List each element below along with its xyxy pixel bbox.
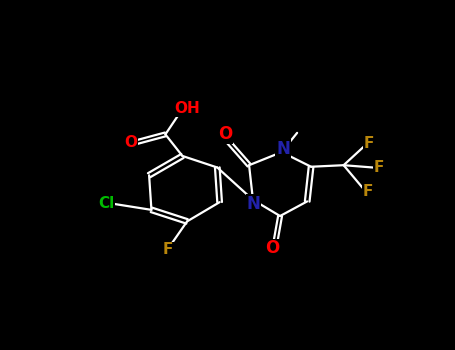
Text: N: N <box>276 140 290 158</box>
Text: O: O <box>265 239 279 257</box>
Text: Cl: Cl <box>98 196 115 211</box>
Text: F: F <box>364 136 374 151</box>
Text: F: F <box>374 160 384 175</box>
Text: F: F <box>162 243 173 257</box>
Text: O: O <box>218 125 232 144</box>
Text: O: O <box>124 135 137 149</box>
Text: N: N <box>247 195 261 213</box>
Text: F: F <box>363 184 373 199</box>
Text: OH: OH <box>174 102 200 117</box>
